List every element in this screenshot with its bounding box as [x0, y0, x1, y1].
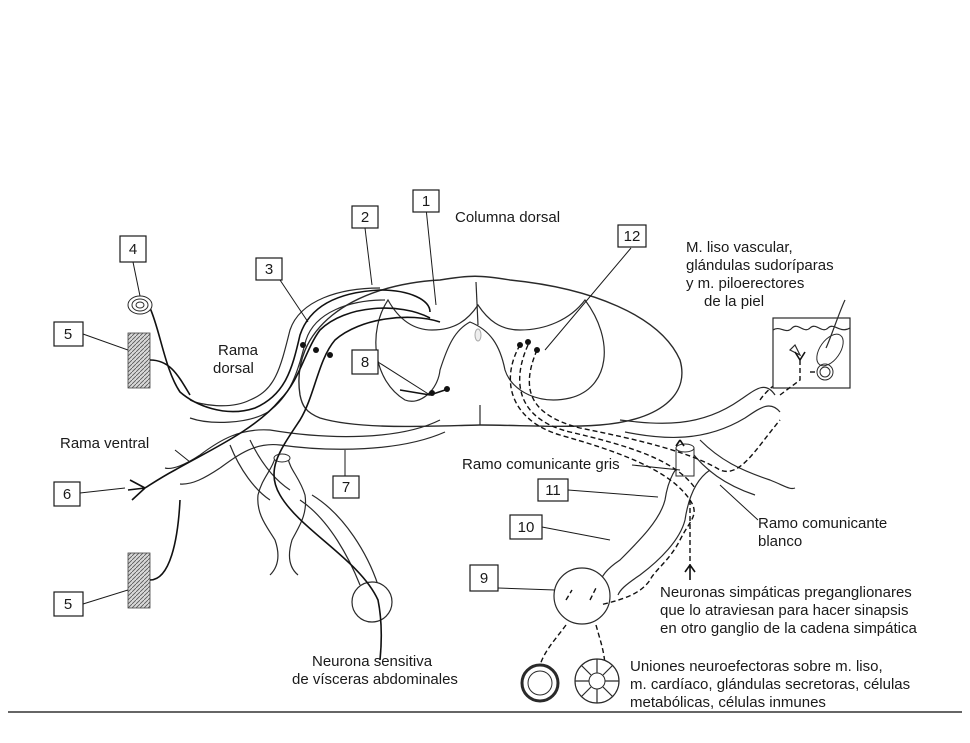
label-skin-3: y m. piloerectores — [686, 275, 804, 292]
label-ramo-blanco-1: Ramo comunicante — [758, 515, 887, 532]
label-sensitiva-2: de vísceras abdominales — [292, 671, 458, 688]
label-sensitiva-1: Neurona sensitiva — [312, 653, 433, 670]
callout-5-upper: 5 — [53, 321, 84, 347]
callout-1: 1 — [412, 189, 440, 213]
svg-text:3: 3 — [265, 261, 273, 278]
label-uniones-2: m. cardíaco, glándulas secretoras, célul… — [630, 676, 910, 693]
svg-text:1: 1 — [422, 193, 430, 210]
label-skin-1: M. liso vascular, — [686, 239, 793, 256]
label-uniones-3: metabólicas, células inmunes — [630, 694, 826, 711]
label-skin-4: de la piel — [704, 293, 764, 310]
leader-lines — [79, 207, 759, 605]
callout-4: 4 — [119, 235, 147, 263]
label-rama-dorsal-2: dorsal — [213, 360, 254, 377]
callout-10: 10 — [509, 514, 543, 540]
label-pregang-3: en otro ganglio de la cadena simpática — [660, 620, 917, 637]
label-rama-dorsal-1: Rama — [218, 342, 259, 359]
neuroeffector-icons — [520, 658, 620, 704]
callout-5-lower: 5 — [53, 591, 84, 617]
svg-text:4: 4 — [129, 241, 137, 258]
svg-text:12: 12 — [624, 228, 641, 245]
sympathetic-ganglion — [553, 567, 611, 625]
callout-2: 2 — [351, 205, 379, 229]
skin-inset — [772, 299, 851, 396]
svg-text:5: 5 — [64, 596, 72, 613]
muscle-patch-lower — [127, 552, 151, 609]
spinal-cord — [298, 275, 683, 428]
svg-text:11: 11 — [545, 482, 561, 499]
callout-11: 11 — [537, 478, 569, 502]
callout-12: 12 — [617, 224, 647, 248]
callout-7: 7 — [332, 475, 360, 499]
muscle-patch-upper — [127, 332, 151, 389]
svg-text:8: 8 — [361, 354, 369, 371]
label-pregang-2: que lo atraviesan para hacer sinapsis — [660, 602, 908, 619]
svg-text:6: 6 — [63, 486, 71, 503]
svg-text:10: 10 — [518, 519, 535, 536]
svg-text:5: 5 — [64, 326, 72, 343]
svg-text:2: 2 — [361, 209, 369, 226]
label-uniones-1: Uniones neuroefectoras sobre m. liso, — [630, 658, 883, 675]
callout-9: 9 — [469, 564, 499, 592]
label-ramo-blanco-2: blanco — [758, 533, 802, 550]
label-skin-2: glándulas sudoríparas — [686, 257, 834, 274]
right-sympathetic-chain — [509, 339, 801, 666]
label-pregang-1: Neuronas simpáticas preganglionares — [660, 584, 912, 601]
svg-text:9: 9 — [480, 570, 488, 587]
left-spinal-nerve — [127, 287, 450, 661]
label-columna-dorsal: Columna dorsal — [455, 209, 560, 226]
svg-text:7: 7 — [342, 479, 350, 496]
label-rama-ventral: Rama ventral — [60, 435, 149, 452]
label-ramo-gris: Ramo comunicante gris — [462, 456, 620, 473]
callout-8: 8 — [351, 349, 379, 375]
callout-6: 6 — [53, 481, 81, 507]
callout-3: 3 — [255, 257, 283, 281]
